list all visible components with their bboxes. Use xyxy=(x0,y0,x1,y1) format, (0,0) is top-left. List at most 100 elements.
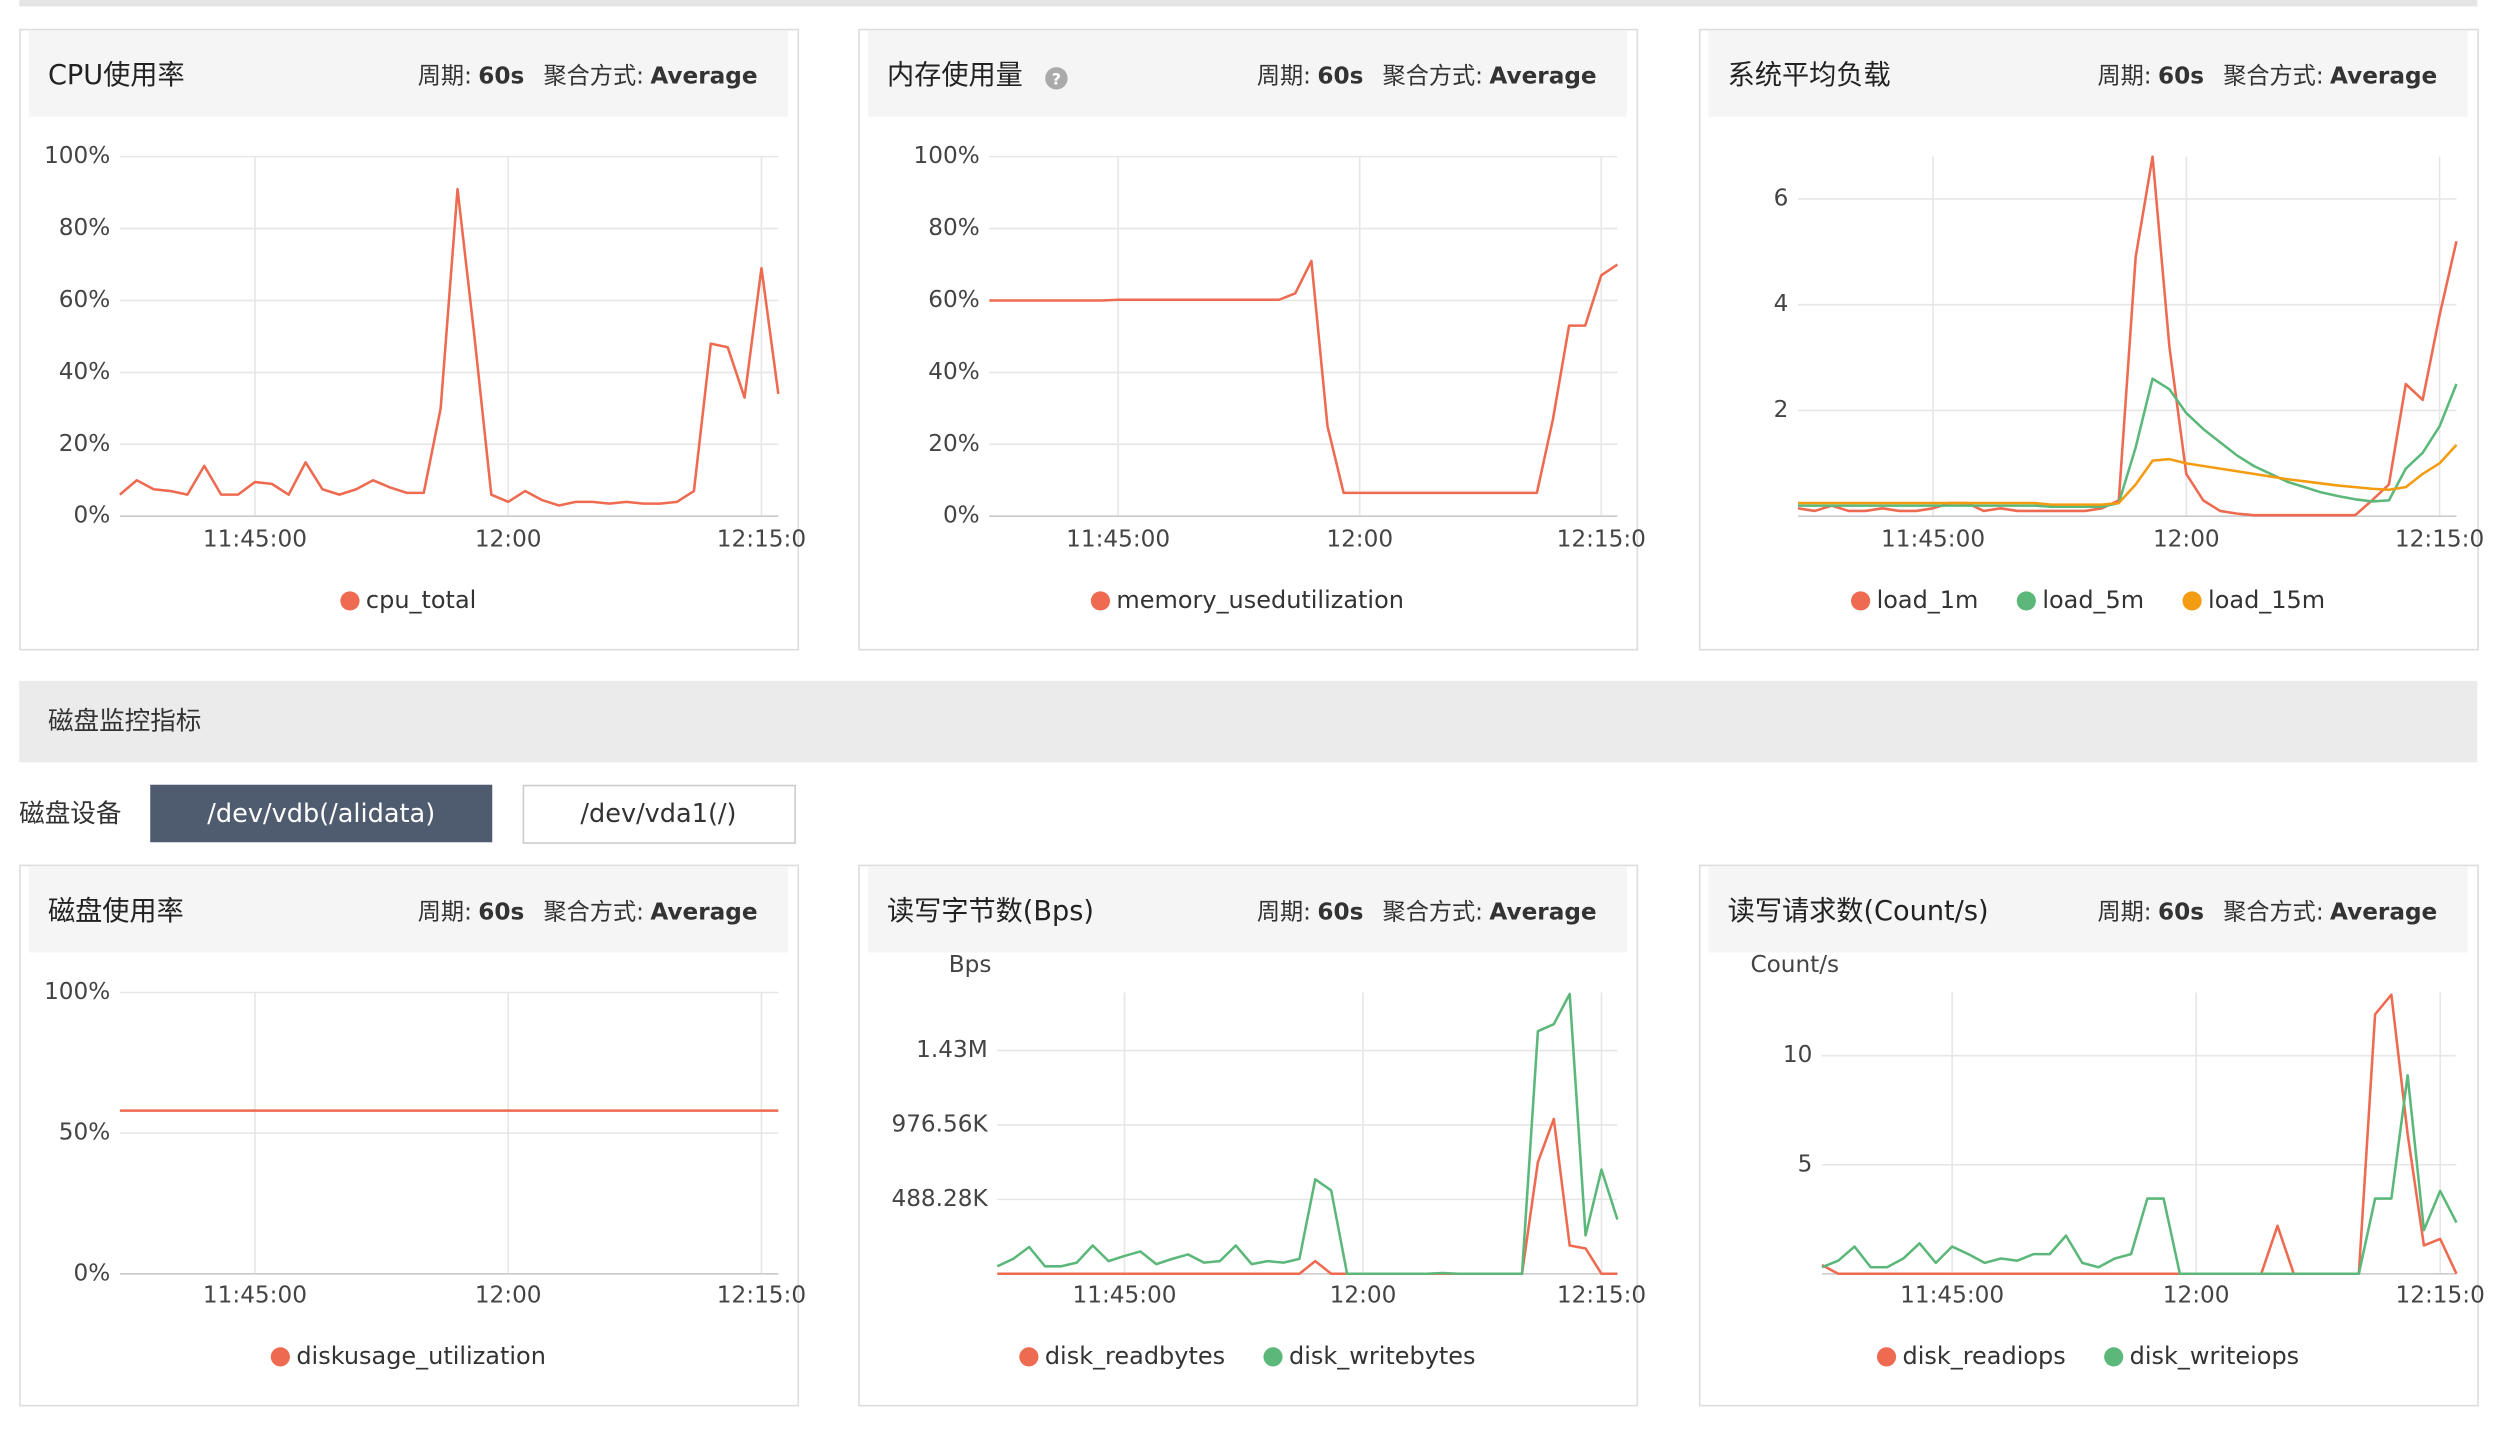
y-tick-label: 80% xyxy=(59,214,110,241)
legend-item: cpu_total xyxy=(340,586,476,614)
meta-period-label: 周期: xyxy=(418,62,472,89)
meta-aggregation-label: 聚合方式: xyxy=(2223,62,2323,89)
section-title: 磁盘监控指标 xyxy=(48,706,201,736)
legend-item: memory_usedutilization xyxy=(1090,586,1404,614)
y-axis-label: Bps xyxy=(949,951,992,978)
legend-item: disk_writebytes xyxy=(1263,1342,1476,1370)
legend-item: disk_readiops xyxy=(1876,1342,2066,1370)
x-tick-label: 12:00 xyxy=(475,1282,542,1309)
legend-swatch xyxy=(270,1347,290,1367)
meta-period: 60s xyxy=(478,898,524,925)
charts: CPU使用率 周期: 60s 聚合方式: Average0%20%40%60%80%10… xyxy=(19,28,2485,1407)
panel-header xyxy=(1708,866,2468,953)
meta-aggregation: Average xyxy=(650,62,757,89)
legend-label: load_1m xyxy=(1877,586,1979,614)
legend-label: load_5m xyxy=(2042,586,2144,614)
panel xyxy=(19,864,800,1407)
panel-meta: 周期: 60s 聚合方式: Average xyxy=(418,62,758,89)
y-tick-label: 20% xyxy=(59,430,110,457)
meta-aggregation-label: 聚合方式: xyxy=(2223,898,2323,925)
x-tick-label: 12:15:0 xyxy=(717,1282,806,1309)
panel-meta: 周期: 60s 聚合方式: Average xyxy=(2098,898,2438,925)
panel-meta: 周期: 60s 聚合方式: Average xyxy=(418,898,758,925)
panel-header xyxy=(867,30,1627,117)
device-tab-label[interactable]: /dev/vda1(/) xyxy=(580,799,736,829)
panel-title: 磁盘使用率 xyxy=(48,896,184,927)
panel xyxy=(1698,864,2479,1407)
legend-swatch xyxy=(1876,1347,1897,1367)
legend-label: load_15m xyxy=(2208,586,2325,614)
y-tick-label: 40% xyxy=(928,358,979,385)
y-tick-label: 20% xyxy=(928,430,979,457)
legend-swatch xyxy=(1019,1347,1039,1367)
panel-title: 系统平均负载 xyxy=(1728,60,1891,91)
y-tick-label: 5 xyxy=(1798,1150,1813,1177)
y-tick-label: 50% xyxy=(59,1119,110,1146)
device-tab-active[interactable] xyxy=(150,784,493,843)
panel-meta: 周期: 60s 聚合方式: Average xyxy=(2098,62,2438,89)
meta-aggregation-label: 聚合方式: xyxy=(543,898,643,925)
panel-title: 内存使用量 xyxy=(887,60,1023,91)
device-label: 磁盘设备 xyxy=(19,799,121,829)
x-tick-label: 12:00 xyxy=(1330,1282,1397,1309)
x-tick-label: 11:45:00 xyxy=(1900,1282,2004,1309)
meta-aggregation: Average xyxy=(2330,62,2437,89)
series-line xyxy=(1797,155,2458,517)
legend-label: disk_writebytes xyxy=(1289,1342,1476,1370)
meta-aggregation: Average xyxy=(1489,898,1596,925)
meta-aggregation-label: 聚合方式: xyxy=(1383,898,1483,925)
series-line xyxy=(996,992,1619,1276)
x-tick-label: 12:15:0 xyxy=(2395,526,2484,553)
y-tick-label: 80% xyxy=(928,214,979,241)
legend-swatch xyxy=(2104,1347,2124,1367)
meta-period-label: 周期: xyxy=(2098,898,2152,925)
panel-title: 读写请求数(Count/s) xyxy=(1728,896,1989,927)
legend: disk_readbytes disk_writebytes xyxy=(1019,1342,1476,1370)
panel xyxy=(1698,28,2479,651)
device-tab[interactable] xyxy=(522,784,796,844)
device-tab-label[interactable]: /dev/vdb(/alidata) xyxy=(207,799,435,829)
y-axis-label: Count/s xyxy=(1750,951,1839,978)
x-tick-label: 11:45:00 xyxy=(203,526,307,553)
section-bar xyxy=(19,680,2478,763)
x-tick-label: 11:45:00 xyxy=(1066,526,1170,553)
meta-period-label: 周期: xyxy=(2098,62,2152,89)
series-line xyxy=(1797,443,2458,506)
legend-label: disk_readbytes xyxy=(1045,1342,1225,1370)
y-tick-label: 0% xyxy=(943,502,980,529)
legend-swatch xyxy=(1851,591,1871,611)
panel-header xyxy=(28,30,788,117)
legend: disk_readiops disk_writeiops xyxy=(1876,1342,2299,1370)
legend-label: disk_writeiops xyxy=(2130,1342,2300,1370)
x-tick-label: 11:45:00 xyxy=(1072,1282,1176,1309)
legend-label: memory_usedutilization xyxy=(1116,586,1404,614)
help-icon-glyph[interactable]: ? xyxy=(1052,69,1061,88)
x-tick-label: 12:00 xyxy=(2163,1282,2230,1309)
series-line xyxy=(1821,1074,2458,1276)
legend-label: diskusage_utilization xyxy=(296,1342,546,1370)
panel xyxy=(858,864,1639,1407)
legend-item: load_15m xyxy=(2182,586,2325,614)
legend-item: disk_readbytes xyxy=(1019,1342,1225,1370)
panel-meta: 周期: 60s 聚合方式: Average xyxy=(1257,62,1597,89)
legend-item: disk_writeiops xyxy=(2104,1342,2299,1370)
meta-aggregation: Average xyxy=(1489,62,1596,89)
legend-item: load_1m xyxy=(1851,586,1978,614)
series-line xyxy=(989,259,1619,495)
y-tick-label: 40% xyxy=(59,358,110,385)
y-tick-label: 1.43M xyxy=(916,1036,988,1063)
y-tick-label: 4 xyxy=(1774,290,1789,317)
x-tick-label: 12:00 xyxy=(475,526,542,553)
x-tick-label: 12:00 xyxy=(1326,526,1393,553)
y-tick-label: 60% xyxy=(928,286,979,313)
panel-header xyxy=(28,866,788,953)
panel-meta: 周期: 60s 聚合方式: Average xyxy=(1257,898,1597,925)
meta-period-label: 周期: xyxy=(418,898,472,925)
help-icon[interactable] xyxy=(1045,67,1068,90)
legend: memory_usedutilization xyxy=(1090,586,1404,614)
legend-swatch xyxy=(1263,1347,1283,1367)
panel-title: 读写字节数(Bps) xyxy=(887,896,1094,927)
y-tick-label: 100% xyxy=(44,142,110,169)
